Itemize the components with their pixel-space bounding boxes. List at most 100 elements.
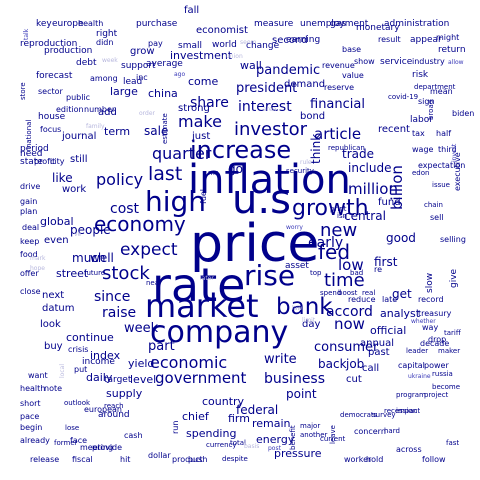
- word-spending: spending: [186, 427, 237, 440]
- word-capital: capital: [398, 361, 425, 370]
- word-covid-19: covid-19: [388, 93, 419, 101]
- word-health: health: [78, 19, 104, 28]
- word-back: back: [318, 357, 347, 371]
- word-past: past: [368, 347, 390, 358]
- word-part: part: [148, 339, 175, 354]
- word-release: release: [30, 455, 60, 464]
- word-rule: rule: [300, 159, 312, 166]
- word-store: store: [19, 82, 27, 100]
- word-look: look: [40, 319, 61, 330]
- word-invest: invest: [451, 143, 458, 162]
- word-level: level: [130, 373, 157, 386]
- word-biden: biden: [452, 109, 475, 118]
- word-pace: pace: [20, 412, 40, 421]
- word-edon: edon: [412, 169, 430, 177]
- word-mean: mean: [430, 87, 453, 96]
- word-appear: appear: [410, 35, 442, 45]
- word-bad: bad: [350, 269, 364, 277]
- word-strong: strong: [178, 103, 210, 114]
- word-country: country: [202, 395, 245, 408]
- word-estimate: estimate: [161, 113, 169, 144]
- word-basis: basis: [244, 443, 260, 450]
- word-revenue: revenue: [322, 61, 355, 70]
- word-economist: economist: [196, 25, 248, 36]
- word-family: family: [86, 123, 105, 130]
- word-since: since: [94, 289, 131, 305]
- word-firm: firm: [228, 412, 250, 425]
- word-ago: ago: [174, 71, 186, 78]
- word-key: key: [36, 19, 52, 29]
- word-health: health: [20, 384, 46, 393]
- word-show: show: [354, 57, 375, 66]
- word-sign: sign: [418, 97, 435, 106]
- word-new: new: [320, 220, 358, 241]
- word-leader: leader: [406, 347, 429, 355]
- word-keep: keep: [20, 237, 40, 246]
- word-face: face: [70, 436, 88, 445]
- word-large: large: [110, 85, 138, 98]
- word-major: major: [300, 422, 321, 430]
- word-monetary: monetary: [356, 23, 400, 33]
- word-current: current: [320, 435, 346, 443]
- word-go: go: [228, 162, 243, 176]
- word-fuel: fuel: [199, 188, 208, 204]
- word-give: give: [449, 268, 459, 288]
- word-might: might: [436, 33, 460, 42]
- word-remain: remain: [252, 417, 291, 430]
- word-second: second: [272, 35, 308, 46]
- word-come: come: [188, 75, 219, 88]
- word-recession: recession: [384, 407, 418, 415]
- word-demand: demand: [284, 79, 326, 90]
- word-add: add: [98, 107, 117, 118]
- word-inc: inc: [136, 73, 148, 82]
- word-reserve: reserve: [324, 83, 355, 92]
- word-service: service: [380, 57, 413, 67]
- word-value: value: [342, 71, 364, 80]
- word-lead: lead: [123, 77, 143, 87]
- word-outlook: outlook: [64, 399, 91, 407]
- word-deal: deal: [22, 223, 40, 232]
- word-fall: fall: [184, 5, 200, 16]
- word-measure: measure: [254, 19, 294, 29]
- word-next: next: [42, 290, 65, 301]
- word-labor: labor: [410, 115, 433, 125]
- word-drop: drop: [428, 335, 447, 344]
- word-daily: daily: [86, 371, 113, 384]
- word-need: need: [20, 149, 43, 159]
- word-make: make: [178, 112, 222, 131]
- word-wage: wage: [412, 145, 434, 154]
- word-follow: follow: [422, 455, 446, 464]
- word-chief: chief: [182, 410, 209, 423]
- word-period: period: [20, 144, 49, 154]
- word-return: return: [438, 45, 466, 55]
- word-government: government: [155, 369, 247, 387]
- word-hit: hit: [120, 455, 131, 464]
- word-mark: mark: [30, 255, 46, 262]
- word-even: even: [44, 235, 69, 246]
- word-week: week: [102, 57, 118, 64]
- word-project: project: [424, 391, 449, 399]
- word-fast: fast: [446, 439, 460, 447]
- word-trade: trade: [342, 147, 374, 161]
- word-buy: buy: [44, 341, 63, 352]
- word-worker: worker: [344, 455, 372, 464]
- word-real: real: [362, 289, 376, 297]
- word-selling: selling: [440, 235, 466, 244]
- word-offer: offer: [20, 269, 39, 278]
- word-expect: expect: [120, 240, 178, 260]
- word-dollar: dollar: [148, 451, 171, 460]
- word-analyst: analyst: [380, 307, 421, 320]
- word-cost: cost: [110, 201, 140, 217]
- word-datum: datum: [42, 303, 75, 314]
- word-republican: republican: [328, 144, 365, 152]
- word-impact: impact: [396, 407, 421, 415]
- word-last: last: [148, 163, 183, 185]
- word-business: business: [264, 371, 326, 387]
- word-high: high: [145, 185, 207, 218]
- word-stock: stock: [102, 263, 150, 284]
- word-well: well: [90, 251, 114, 265]
- word-yield: yield: [128, 357, 155, 370]
- word-program: program: [396, 391, 426, 399]
- word-product: product: [172, 455, 203, 464]
